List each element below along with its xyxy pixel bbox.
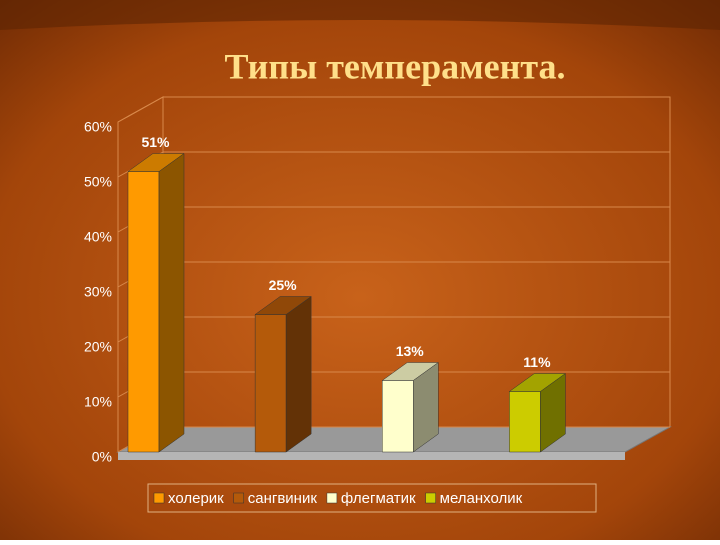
- bar: [381, 362, 440, 453]
- legend-box: [147, 483, 597, 513]
- y-tick-label: 30%: [84, 284, 112, 300]
- floor-front: [118, 452, 625, 460]
- y-tick-label: 60%: [84, 119, 112, 135]
- legend-swatch: [425, 492, 436, 504]
- value-label: 51%: [141, 134, 170, 150]
- legend-label: флегматик: [341, 490, 416, 507]
- chart-title: Типы темперамента.: [225, 46, 566, 86]
- y-tick-label: 10%: [84, 394, 112, 410]
- value-label: 25%: [269, 277, 298, 293]
- bar: [127, 153, 185, 453]
- legend-label: холерик: [168, 490, 224, 507]
- y-tick-label: 40%: [84, 229, 112, 245]
- value-label: 11%: [523, 354, 551, 370]
- value-label: 13%: [396, 343, 425, 359]
- y-tick-label: 0%: [92, 449, 112, 465]
- y-tick-label: 20%: [84, 339, 112, 355]
- top-band: [0, 0, 720, 30]
- legend-swatch: [326, 492, 338, 504]
- legend-swatch: [233, 492, 244, 504]
- y-tick-label: 50%: [84, 174, 112, 190]
- bar: [254, 296, 312, 453]
- legend-swatch: [153, 492, 165, 504]
- legend-label: меланхолик: [440, 490, 523, 507]
- y-tick-mark: [117, 96, 164, 123]
- legend-label: сангвиник: [248, 490, 318, 507]
- bar: [508, 373, 567, 453]
